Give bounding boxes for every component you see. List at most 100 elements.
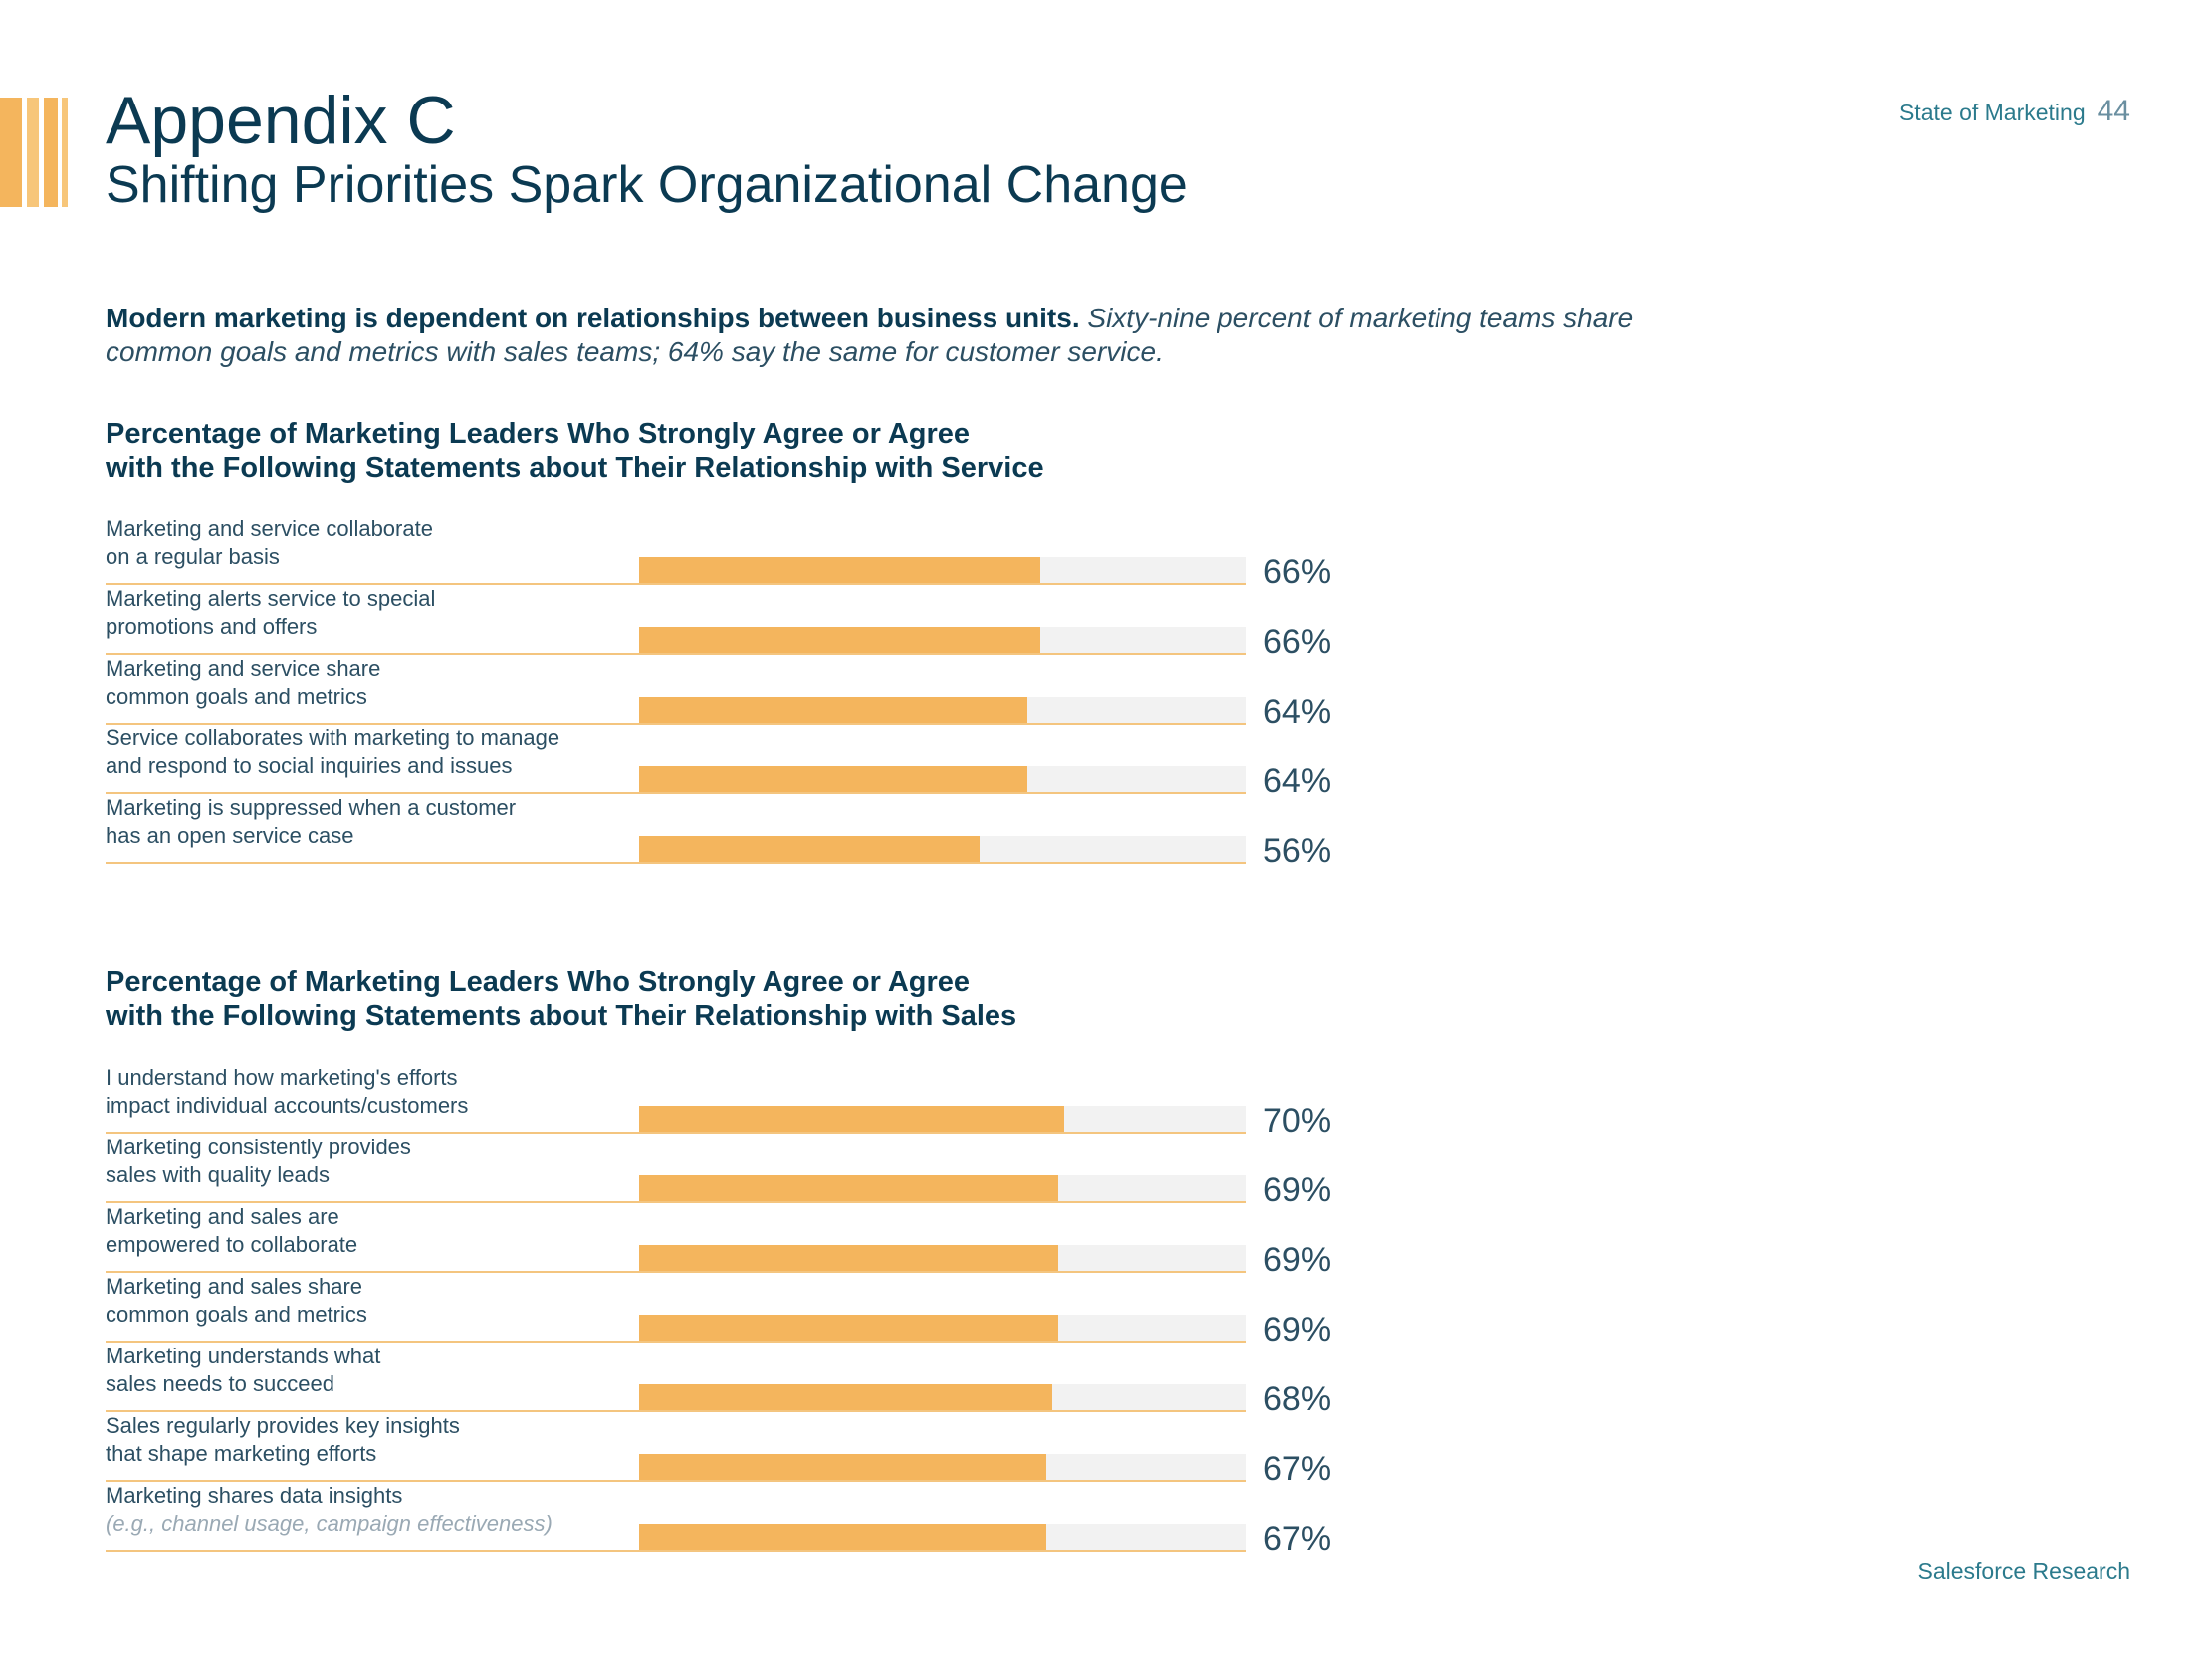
row-divider [106,1341,1246,1343]
value-label: 67% [1263,1450,1332,1488]
row-divider [106,583,1246,585]
row-divider [106,1132,1246,1134]
row-divider [106,1271,1246,1273]
category-label: Marketing and sales share common goals an… [106,1273,663,1329]
sales-bar-row: Marketing understands what sales needs to… [106,1343,1350,1418]
category-label-line-2: sales with quality leads [106,1162,331,1187]
category-label: Marketing alerts service to special promo… [106,585,663,641]
sales-bar-row: Sales regularly provides key insights tha… [106,1412,1350,1488]
bar [639,1106,1064,1132]
category-label: Marketing understands what sales needs to… [106,1343,663,1398]
row-divider [106,792,1246,794]
value-label: 69% [1263,1241,1332,1279]
category-label-line-1: Marketing and service share [106,656,381,681]
bar [639,1454,1046,1480]
sales-chart-title-line-1: Percentage of Marketing Leaders Who Stro… [106,966,971,998]
value-label: 69% [1263,1171,1332,1209]
sales-bar-row: Marketing and sales are empowered to coll… [106,1203,1350,1279]
bar [639,1524,1046,1550]
sales-bar-row: Marketing consistently provides sales wit… [106,1134,1350,1209]
bar-track [639,836,1246,862]
value-label: 66% [1263,623,1332,661]
category-label: Marketing and service share common goals … [106,655,663,711]
row-divider [106,862,1246,864]
category-label-line-1: Sales regularly provides key insights [106,1413,460,1438]
row-divider [106,653,1246,655]
value-label: 67% [1263,1520,1332,1557]
orange-stripe-accent [0,98,70,207]
sales-bar-row: Marketing and sales share common goals an… [106,1273,1350,1348]
bar [639,557,1040,583]
sales-bar-row: I understand how marketing's efforts impa… [106,1064,1350,1140]
category-label: Marketing is suppressed when a customer h… [106,794,663,850]
category-label-line-2: sales needs to succeed [106,1371,334,1396]
value-label: 64% [1263,762,1332,800]
service-bar-row: Marketing and service collaborate on a re… [106,516,1350,591]
bar-track [639,697,1246,723]
bar [639,627,1040,653]
intro-bold-text: Modern marketing is dependent on relatio… [106,303,1080,333]
bar-track [639,557,1246,583]
bar [639,1384,1052,1410]
page-title: Appendix C [106,83,456,158]
service-bar-row: Marketing alerts service to special promo… [106,585,1350,661]
category-label-line-2: common goals and metrics [106,1302,367,1327]
value-label: 70% [1263,1102,1332,1140]
category-label-line-1: Service collaborates with marketing to m… [106,726,560,750]
category-label: Marketing and service collaborate on a re… [106,516,663,571]
bar [639,1315,1058,1341]
value-label: 56% [1263,832,1332,870]
bar [639,766,1027,792]
bar-track [639,1384,1246,1410]
value-label: 68% [1263,1380,1332,1418]
running-header: State of Marketing 44 [1899,95,2130,128]
bar-track [639,766,1246,792]
row-divider [106,723,1246,725]
category-label: Service collaborates with marketing to m… [106,725,663,780]
category-label-line-1: Marketing alerts service to special [106,586,436,611]
intro-italic-text: Sixty-nine percent of marketing teams sh… [106,303,1634,367]
service-chart-title-line-2: with the Following Statements about Thei… [106,452,1044,484]
page-subtitle: Shifting Priorities Spark Organizational… [106,156,1188,214]
category-label-line-2: and respond to social inquiries and issu… [106,753,513,778]
value-label: 66% [1263,553,1332,591]
bar-track [639,627,1246,653]
category-label-line-2: empowered to collaborate [106,1232,358,1257]
category-label-line-1: Marketing is suppressed when a customer [106,795,517,820]
bar-track [639,1106,1246,1132]
row-divider [106,1480,1246,1482]
category-label-line-1: Marketing and service collaborate [106,517,433,541]
bar-track [639,1175,1246,1201]
bar [639,1175,1058,1201]
service-bar-row: Marketing and service share common goals … [106,655,1350,730]
category-label: Sales regularly provides key insights tha… [106,1412,663,1468]
category-label-line-2: promotions and offers [106,614,318,639]
service-bar-row: Marketing is suppressed when a customer h… [106,794,1350,870]
category-label-line-1: Marketing and sales share [106,1274,363,1299]
bar [639,1245,1058,1271]
row-divider [106,1201,1246,1203]
value-label: 69% [1263,1311,1332,1348]
category-label: Marketing and sales are empowered to coll… [106,1203,663,1259]
footer-source: Salesforce Research [1917,1558,2131,1584]
category-label-line-2: common goals and metrics [106,684,367,709]
bar-track [639,1454,1246,1480]
category-label-line-1: I understand how marketing's efforts [106,1065,458,1090]
bar [639,836,980,862]
category-label-line-1: Marketing consistently provides [106,1135,411,1159]
category-label-line-2: impact individual accounts/customers [106,1093,469,1118]
sales-chart-title-line-2: with the Following Statements about Thei… [106,1000,1017,1032]
category-label-line-1: Marketing shares data insights [106,1483,403,1508]
value-label: 64% [1263,693,1332,730]
service-bar-row: Service collaborates with marketing to m… [106,725,1350,800]
publication-name: State of Marketing [1898,100,2086,125]
row-divider [106,1410,1246,1412]
category-label-line-1: Marketing understands what [106,1344,381,1368]
intro-paragraph: Modern marketing is dependent on relatio… [106,302,1698,369]
category-label: Marketing shares data insights (e.g., cha… [106,1482,663,1538]
category-label: I understand how marketing's efforts impa… [106,1064,663,1120]
sales-bar-row: Marketing shares data insights (e.g., cha… [106,1482,1350,1557]
bar-track [639,1245,1246,1271]
category-label: Marketing consistently provides sales wit… [106,1134,663,1189]
bar-track [639,1315,1246,1341]
